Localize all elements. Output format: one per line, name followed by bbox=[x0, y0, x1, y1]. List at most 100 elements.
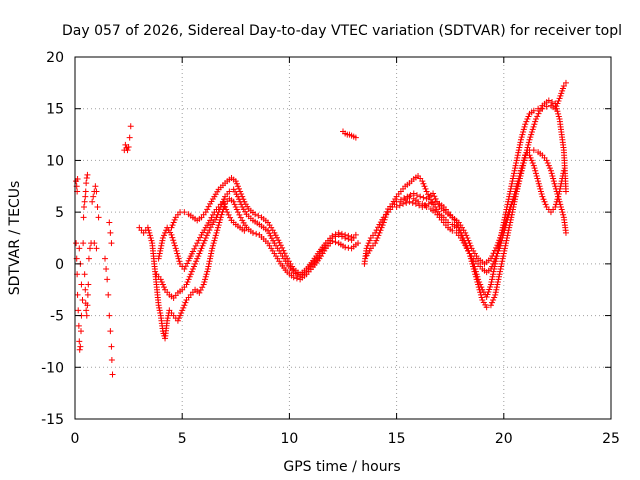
data-point bbox=[545, 97, 552, 104]
data-point bbox=[282, 252, 289, 259]
data-point bbox=[489, 263, 496, 270]
data-point bbox=[279, 244, 286, 251]
data-point bbox=[76, 338, 83, 345]
data-point bbox=[472, 271, 479, 278]
data-point bbox=[516, 178, 523, 185]
data-point bbox=[463, 232, 470, 239]
data-point bbox=[532, 170, 539, 177]
data-point bbox=[159, 281, 166, 288]
data-point bbox=[517, 136, 524, 143]
data-point bbox=[170, 219, 177, 226]
y-tick-label: 10 bbox=[46, 153, 64, 169]
y-tick-label: 5 bbox=[55, 205, 64, 221]
data-point bbox=[193, 258, 200, 265]
data-point bbox=[93, 245, 100, 252]
data-point bbox=[249, 229, 256, 236]
data-point bbox=[75, 307, 82, 314]
data-point bbox=[496, 271, 503, 278]
y-tick-label: 15 bbox=[46, 102, 64, 118]
data-point bbox=[505, 209, 512, 216]
data-point bbox=[435, 201, 442, 208]
data-point bbox=[84, 171, 91, 178]
data-point bbox=[543, 157, 550, 164]
data-point bbox=[501, 245, 508, 252]
y-tick-label: -5 bbox=[50, 309, 64, 325]
data-point bbox=[206, 260, 212, 267]
plot-frame bbox=[74, 56, 612, 420]
data-point bbox=[393, 203, 400, 210]
data-point bbox=[186, 273, 193, 280]
data-point bbox=[562, 229, 569, 236]
data-point bbox=[375, 232, 382, 239]
data-point bbox=[531, 165, 538, 172]
data-point bbox=[221, 196, 228, 203]
data-point bbox=[520, 160, 527, 167]
data-point bbox=[558, 206, 565, 213]
data-point bbox=[83, 312, 90, 319]
data-point bbox=[507, 203, 514, 210]
data-point bbox=[156, 304, 163, 311]
data-point bbox=[553, 105, 560, 112]
data-point bbox=[532, 116, 539, 123]
data-point bbox=[202, 209, 209, 216]
data-point bbox=[550, 175, 557, 182]
data-point bbox=[504, 214, 511, 221]
data-point bbox=[494, 242, 501, 249]
data-point bbox=[83, 175, 90, 182]
data-point bbox=[530, 123, 537, 130]
data-point bbox=[515, 180, 522, 187]
data-point bbox=[76, 346, 83, 353]
data-point bbox=[366, 237, 373, 244]
data-point bbox=[462, 229, 469, 236]
data-point bbox=[495, 276, 502, 283]
data-point bbox=[497, 266, 504, 273]
data-point bbox=[169, 234, 176, 241]
data-point bbox=[377, 227, 384, 234]
data-point bbox=[81, 198, 88, 205]
data-point bbox=[194, 240, 201, 247]
data-point bbox=[520, 126, 527, 133]
data-point bbox=[559, 209, 566, 216]
data-point bbox=[487, 266, 494, 273]
data-point bbox=[108, 343, 115, 350]
data-point bbox=[338, 230, 345, 237]
data-point bbox=[509, 178, 516, 185]
data-point bbox=[546, 165, 553, 172]
data-point bbox=[520, 128, 527, 135]
data-point bbox=[423, 188, 430, 195]
data-point bbox=[224, 209, 231, 216]
data-point bbox=[529, 126, 536, 133]
data-point bbox=[178, 309, 185, 316]
data-point bbox=[240, 196, 247, 203]
data-point bbox=[552, 183, 559, 190]
data-point bbox=[207, 253, 214, 260]
data-point bbox=[83, 307, 90, 314]
data-point bbox=[445, 219, 452, 226]
data-point bbox=[421, 183, 428, 190]
data-point bbox=[553, 188, 560, 195]
data-point bbox=[548, 170, 555, 177]
y-axis-label: SDTVAR / TECUs bbox=[7, 181, 23, 296]
data-point bbox=[498, 263, 505, 270]
data-point bbox=[499, 255, 506, 262]
data-point bbox=[419, 203, 426, 210]
data-point bbox=[490, 268, 497, 275]
data-point bbox=[108, 240, 115, 247]
data-point bbox=[400, 200, 407, 207]
data-point bbox=[376, 229, 383, 236]
data-point bbox=[535, 178, 542, 185]
data-point bbox=[499, 258, 506, 265]
data-point bbox=[280, 247, 287, 254]
data-point bbox=[158, 240, 165, 247]
data-point bbox=[425, 200, 432, 207]
data-point bbox=[202, 276, 209, 283]
data-point bbox=[233, 206, 240, 213]
data-point bbox=[204, 229, 211, 236]
data-point bbox=[513, 157, 520, 164]
data-point bbox=[552, 185, 559, 192]
data-point bbox=[512, 191, 519, 198]
data-point bbox=[422, 202, 429, 209]
data-point bbox=[537, 185, 544, 192]
data-point bbox=[352, 134, 359, 141]
data-point bbox=[90, 193, 97, 200]
